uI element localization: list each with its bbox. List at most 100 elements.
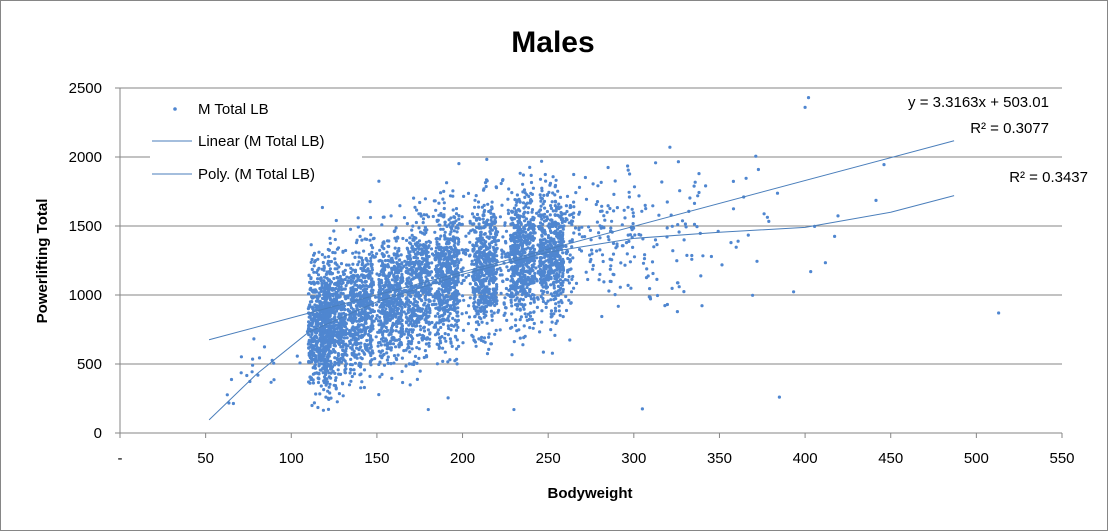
scatter-point — [452, 263, 456, 267]
scatter-point — [415, 333, 419, 337]
scatter-point — [459, 258, 463, 262]
scatter-point — [663, 304, 667, 308]
scatter-point — [360, 273, 364, 277]
scatter-point — [375, 314, 379, 318]
scatter-point — [317, 364, 321, 368]
scatter-point — [344, 248, 348, 253]
scatter-point — [428, 311, 432, 315]
scatter-point — [313, 347, 317, 351]
scatter-point — [341, 292, 345, 296]
scatter-point — [318, 322, 322, 326]
scatter-point — [510, 284, 514, 288]
scatter-point — [490, 205, 494, 209]
scatter-point — [379, 343, 383, 347]
scatter-point — [349, 287, 353, 291]
scatter-point — [368, 238, 372, 242]
scatter-point — [526, 238, 530, 242]
scatter-point — [404, 312, 408, 316]
scatter-point — [564, 244, 568, 248]
scatter-point — [468, 282, 472, 286]
scatter-point — [371, 237, 375, 241]
scatter-point — [557, 300, 561, 304]
scatter-point — [626, 168, 630, 172]
scatter-point — [323, 275, 327, 279]
scatter-point — [594, 202, 598, 207]
scatter-point — [310, 289, 314, 293]
scatter-point — [643, 203, 647, 207]
scatter-point — [385, 344, 389, 348]
scatter-point — [333, 356, 337, 360]
scatter-point — [333, 338, 337, 342]
scatter-point — [452, 229, 456, 233]
scatter-point — [357, 352, 361, 356]
scatter-point — [443, 263, 447, 268]
scatter-point — [555, 319, 559, 323]
scatter-point — [332, 288, 336, 292]
scatter-point — [765, 215, 770, 219]
scatter-point — [382, 253, 386, 257]
scatter-point — [469, 229, 473, 233]
scatter-point — [368, 307, 372, 311]
scatter-point — [598, 272, 602, 276]
scatter-point — [397, 258, 401, 262]
scatter-point — [411, 248, 415, 252]
scatter-point — [677, 285, 681, 289]
scatter-point — [446, 333, 450, 337]
scatter-point — [524, 315, 528, 319]
scatter-point — [341, 333, 345, 337]
scatter-point — [341, 249, 345, 253]
scatter-point — [532, 227, 536, 231]
scatter-point — [353, 283, 357, 287]
scatter-point — [470, 259, 474, 263]
scatter-point — [422, 288, 426, 292]
scatter-point — [426, 215, 431, 219]
scatter-point — [546, 246, 550, 250]
scatter-point — [530, 263, 534, 268]
scatter-point — [327, 335, 331, 339]
scatter-point — [550, 200, 554, 204]
scatter-point — [461, 251, 466, 255]
scatter-point — [393, 236, 397, 240]
scatter-point — [720, 263, 724, 267]
scatter-point — [448, 337, 452, 341]
scatter-point — [567, 298, 571, 302]
scatter-point — [626, 164, 630, 168]
scatter-point — [435, 267, 439, 271]
scatter-point — [413, 205, 417, 209]
scatter-point — [474, 217, 478, 221]
scatter-point — [498, 266, 502, 270]
scatter-point — [337, 372, 341, 376]
scatter-point — [551, 175, 555, 179]
scatter-point — [329, 359, 333, 363]
scatter-point — [333, 261, 337, 265]
scatter-point — [449, 328, 453, 332]
scatter-point — [612, 273, 616, 277]
scatter-point — [349, 280, 353, 284]
scatter-point — [754, 154, 758, 158]
scatter-point — [467, 304, 471, 308]
scatter-point — [545, 209, 550, 214]
scatter-point — [385, 239, 390, 243]
scatter-point — [456, 226, 460, 230]
scatter-point — [345, 275, 349, 279]
scatter-point — [378, 315, 382, 319]
scatter-point — [378, 360, 382, 364]
scatter-point — [552, 284, 556, 288]
scatter-point — [312, 315, 316, 319]
scatter-point — [424, 240, 428, 244]
scatter-point — [326, 259, 330, 263]
x-tick-label: 550 — [1049, 450, 1074, 467]
scatter-point — [449, 341, 453, 345]
scatter-point — [558, 270, 562, 274]
scatter-point — [511, 233, 515, 237]
scatter-point — [410, 308, 414, 312]
scatter-point — [556, 234, 560, 239]
scatter-point — [437, 321, 441, 325]
scatter-point — [389, 260, 394, 264]
scatter-point — [428, 337, 432, 341]
scatter-point — [370, 358, 374, 362]
scatter-point — [625, 252, 629, 256]
scatter-point — [349, 270, 353, 275]
scatter-point — [609, 226, 613, 230]
scatter-point — [473, 314, 477, 318]
